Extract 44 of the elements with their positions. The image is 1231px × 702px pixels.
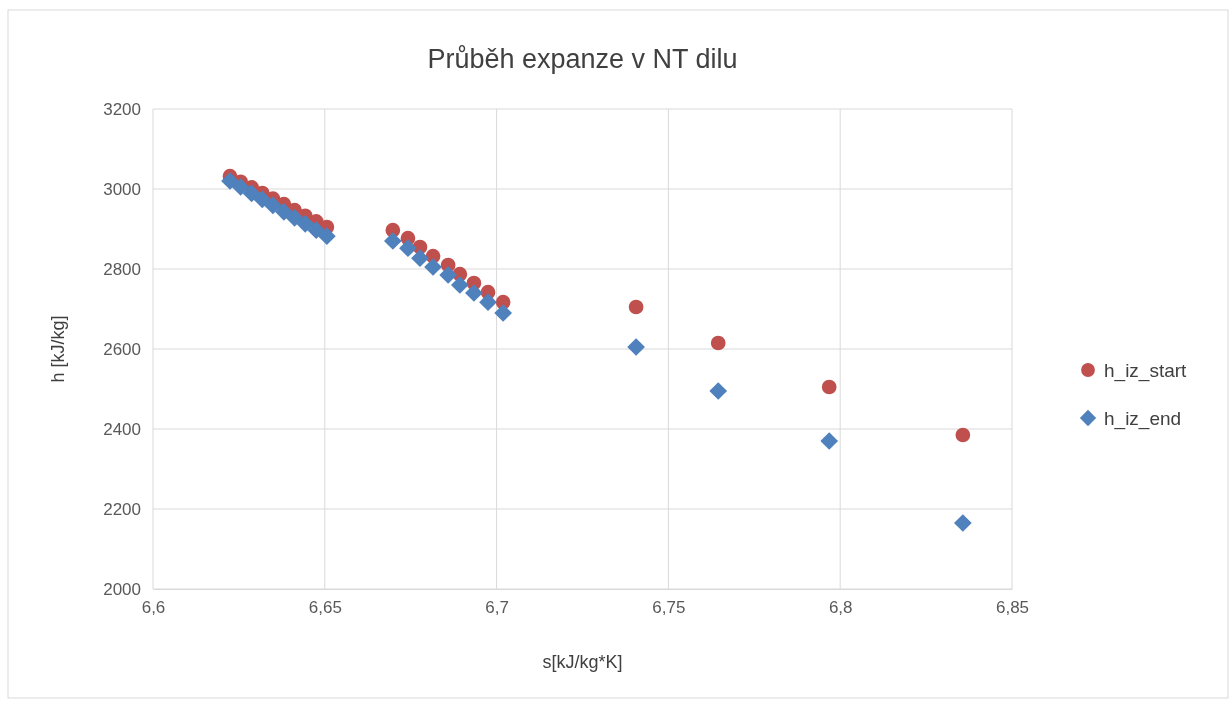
point [275,202,293,221]
point [465,284,483,302]
x-tick-label: 6,8 [828,598,853,618]
legend-label: h_iz_end [1104,408,1182,430]
x-tick-label: 6,65 [308,598,342,618]
x-tick-label: 6,75 [652,598,686,618]
point [710,335,726,351]
legend-label: h_iz_start [1104,360,1188,382]
point [627,338,645,356]
point [383,232,402,250]
point [955,427,971,443]
point [450,276,469,294]
x-tick-label: 6,85 [995,598,1030,618]
y-tick-label: 2000 [103,579,141,599]
chart-title: Průběh expanze v NT dilu [427,44,738,74]
point [439,266,458,284]
y-tick-label: 3000 [103,179,141,199]
point [821,379,837,395]
point [285,208,304,227]
point [242,184,261,203]
point [296,214,315,233]
point [253,190,272,209]
point [424,258,442,276]
x-tick-label: 6,7 [485,598,509,618]
point [231,178,250,196]
point [318,227,336,246]
y-tick-label: 2200 [103,499,141,519]
point [954,514,972,532]
point [628,299,644,315]
y-tick-label: 3200 [103,99,141,119]
y-tick-label: 2600 [103,339,141,359]
point [399,239,417,258]
point [264,196,282,215]
point [709,382,728,400]
x-axis-title: s[kJ/kg*K] [542,652,623,672]
point [411,249,429,268]
y-tick-label: 2800 [103,259,141,279]
y-tick-label: 2400 [103,419,141,439]
point [307,221,326,240]
point [820,432,839,450]
y-axis-title: h [kJ/kg] [48,315,68,383]
point [494,304,512,322]
point [479,293,497,312]
x-tick-label: 6,6 [141,598,166,618]
